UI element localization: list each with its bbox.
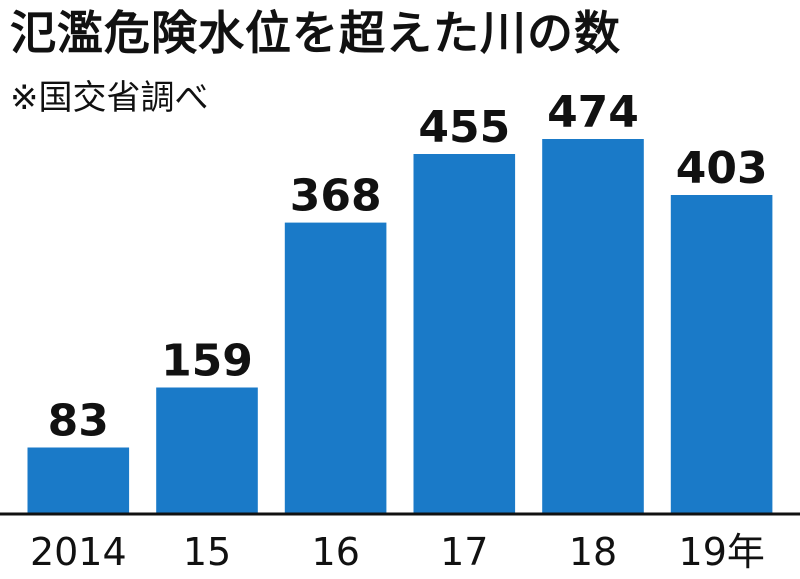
value-label-2014: 83 (48, 396, 109, 447)
x-tick-label-18: 18 (569, 530, 617, 574)
x-tick-label-19年: 19年 (679, 530, 765, 574)
value-label-15: 159 (161, 336, 253, 387)
bar-16 (284, 222, 387, 513)
x-tick-labels-group: 2014 15 16 17 18 19年 (30, 530, 765, 574)
x-tick-label-15: 15 (183, 530, 231, 574)
value-label-17: 455 (418, 102, 510, 153)
bar-2014 (27, 447, 130, 513)
x-tick-label-16: 16 (312, 530, 360, 574)
chart-title: 氾濫危険水位を超えた川の数 (10, 6, 621, 60)
bar-19年 (670, 195, 773, 513)
bar-17 (413, 154, 516, 513)
x-tick-label-17: 17 (440, 530, 488, 574)
chart-subtitle: ※国交省調べ (10, 78, 209, 118)
value-labels-group: 83 159 368 455 474 403 (48, 87, 768, 447)
bars-group (27, 139, 773, 513)
bar-15 (156, 387, 258, 513)
value-label-18: 474 (547, 87, 639, 138)
bar-18 (542, 139, 644, 513)
value-label-19年: 403 (676, 143, 768, 194)
x-tick-label-2014: 2014 (30, 530, 127, 574)
value-label-16: 368 (290, 171, 382, 222)
